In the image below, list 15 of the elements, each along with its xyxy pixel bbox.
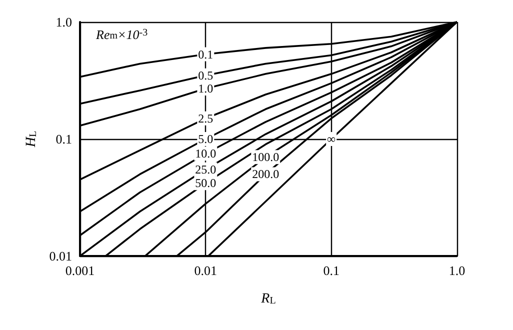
x-axis-title: RL (260, 292, 276, 306)
x-tick-label: 0.001 (65, 263, 95, 278)
y-tick-label: 0.1 (56, 132, 72, 146)
y-axis-title: HL (24, 130, 39, 148)
x-tick-label: 1.0 (448, 263, 466, 278)
y-tick-label: 1.0 (56, 14, 72, 30)
y-tick-label: 0.01 (49, 248, 72, 264)
series-label: 2.5 (198, 111, 214, 126)
series-label: 5.0 (198, 132, 214, 146)
series-label: ∞ (327, 132, 336, 146)
series-label: 1.0 (198, 82, 214, 96)
x-tick-label: 0.1 (323, 263, 340, 278)
series-label: 0.5 (198, 68, 214, 82)
series-label: 0.1 (198, 47, 214, 62)
x-tick-label: 0.01 (194, 263, 218, 278)
